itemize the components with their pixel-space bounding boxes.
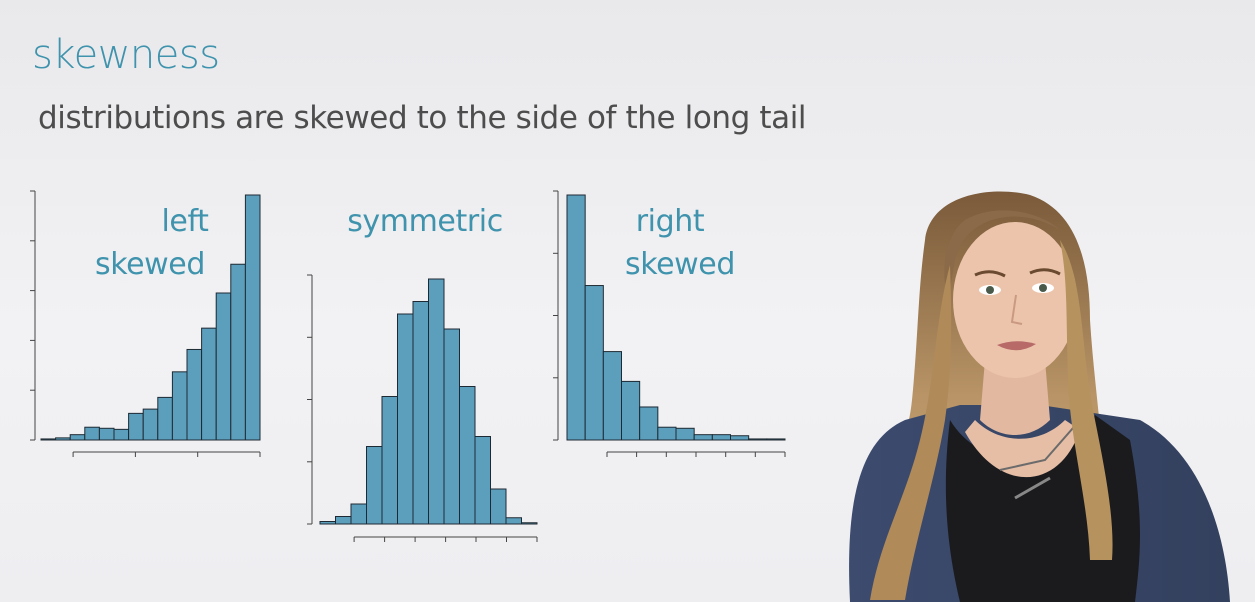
histogram-bar bbox=[490, 488, 507, 525]
chart-label-line: skewed bbox=[624, 247, 736, 282]
chart-label-line: left bbox=[161, 204, 209, 239]
histogram-bar bbox=[675, 427, 695, 441]
histogram-bar bbox=[474, 436, 491, 525]
histogram-bar bbox=[505, 517, 522, 525]
chart-label-right: right skewed bbox=[600, 200, 770, 286]
chart-label-line: symmetric bbox=[347, 204, 503, 239]
chart-label-line: skewed bbox=[94, 247, 206, 282]
slide-title: skewness bbox=[32, 32, 220, 78]
histogram-bar bbox=[244, 194, 261, 441]
slide-subtitle: distributions are skewed to the side of … bbox=[38, 100, 807, 136]
chart-label-left: left skewed bbox=[60, 200, 260, 286]
histogram-bar bbox=[730, 435, 750, 441]
histogram-bar bbox=[766, 438, 786, 441]
chart-label-line: right bbox=[635, 204, 705, 239]
histogram-bar bbox=[639, 406, 659, 441]
histogram-bar bbox=[521, 522, 538, 525]
chart-label-symmetric: symmetric bbox=[330, 200, 520, 243]
